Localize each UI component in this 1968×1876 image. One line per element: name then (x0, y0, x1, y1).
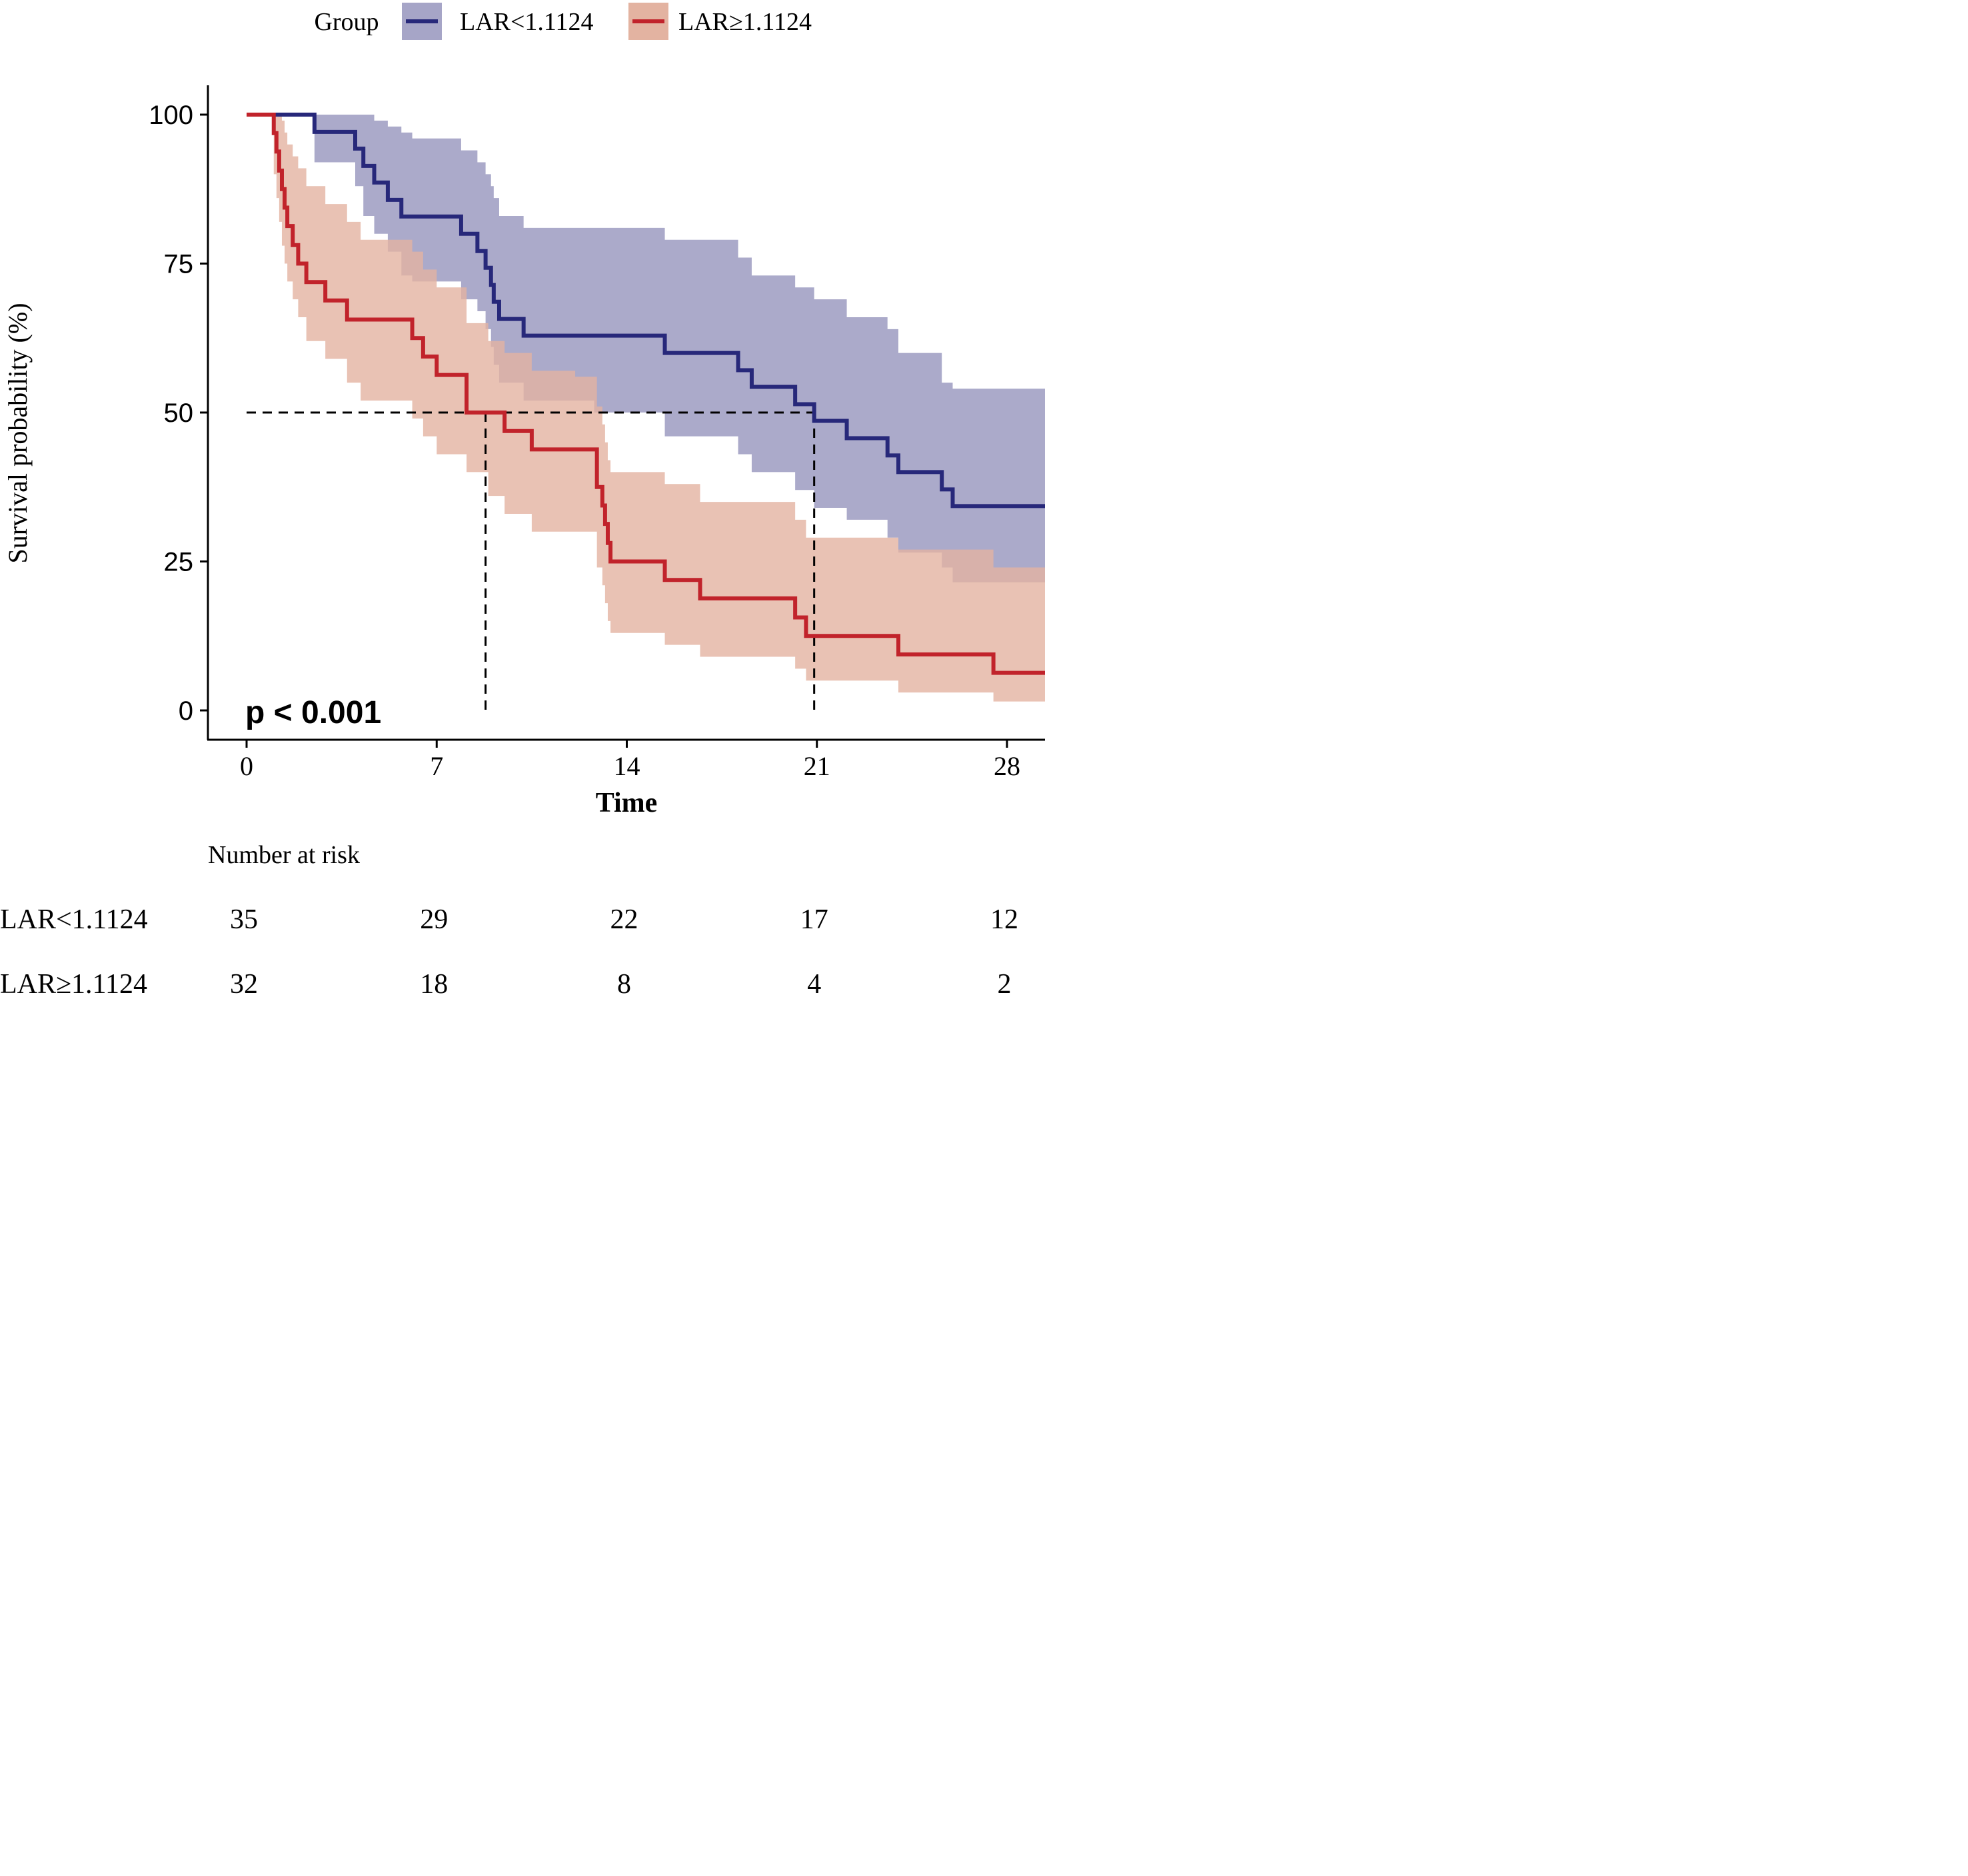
risk-table: Number at risk LAR<1.1124 LAR≥1.1124 35 2… (0, 841, 1018, 996)
risk-value: 17 (800, 904, 828, 935)
risk-value: 2 (998, 969, 1012, 996)
risk-value: 4 (807, 969, 821, 996)
risk-values: 35 29 22 17 12 32 18 8 4 2 (230, 904, 1018, 996)
y-axis-ticks: 0 25 50 75 100 (149, 101, 208, 726)
risk-value: 32 (230, 969, 258, 996)
risk-row-label-low: LAR<1.1124 (0, 904, 148, 935)
risk-value: 29 (420, 904, 448, 935)
median-lines (247, 411, 816, 710)
risk-table-title: Number at risk (208, 841, 360, 869)
ci-band-high (247, 115, 1045, 702)
confidence-bands (247, 115, 1045, 702)
survival-curve-high (247, 113, 1045, 675)
risk-value: 22 (610, 904, 638, 935)
survival-curve-low (247, 113, 1045, 508)
risk-value: 8 (617, 969, 631, 996)
y-axis-title: Survival probability (%) (3, 303, 33, 563)
p-value-label: p < 0.001 (245, 695, 381, 730)
y-tick-label: 50 (164, 399, 194, 428)
x-tick-label: 21 (804, 751, 830, 781)
ci-band-low (247, 115, 1045, 582)
km-chart: Group LAR<1.1124 LAR≥1.1124 0 25 50 75 100 0… (0, 3, 1045, 996)
risk-value: 35 (230, 904, 258, 935)
x-tick-label: 14 (614, 751, 640, 781)
legend-label-low: LAR<1.1124 (460, 8, 594, 36)
risk-value: 18 (420, 969, 448, 996)
x-axis-title: Time (596, 788, 658, 818)
y-tick-label: 75 (164, 250, 194, 279)
x-tick-label: 7 (430, 751, 443, 781)
x-tick-label: 0 (240, 751, 253, 781)
y-tick-label: 0 (179, 696, 193, 726)
risk-row-label-high: LAR≥1.1124 (0, 969, 147, 996)
x-axis-ticks: 0 7 14 21 28 (240, 740, 1020, 781)
legend-title: Group (314, 8, 379, 36)
legend: Group LAR<1.1124 LAR≥1.1124 (314, 3, 812, 40)
x-tick-label: 28 (994, 751, 1020, 781)
risk-value: 12 (990, 904, 1018, 935)
legend-label-high: LAR≥1.1124 (678, 8, 812, 36)
y-tick-label: 100 (149, 101, 193, 130)
y-tick-label: 25 (164, 548, 194, 577)
survival-curves (247, 113, 1045, 675)
